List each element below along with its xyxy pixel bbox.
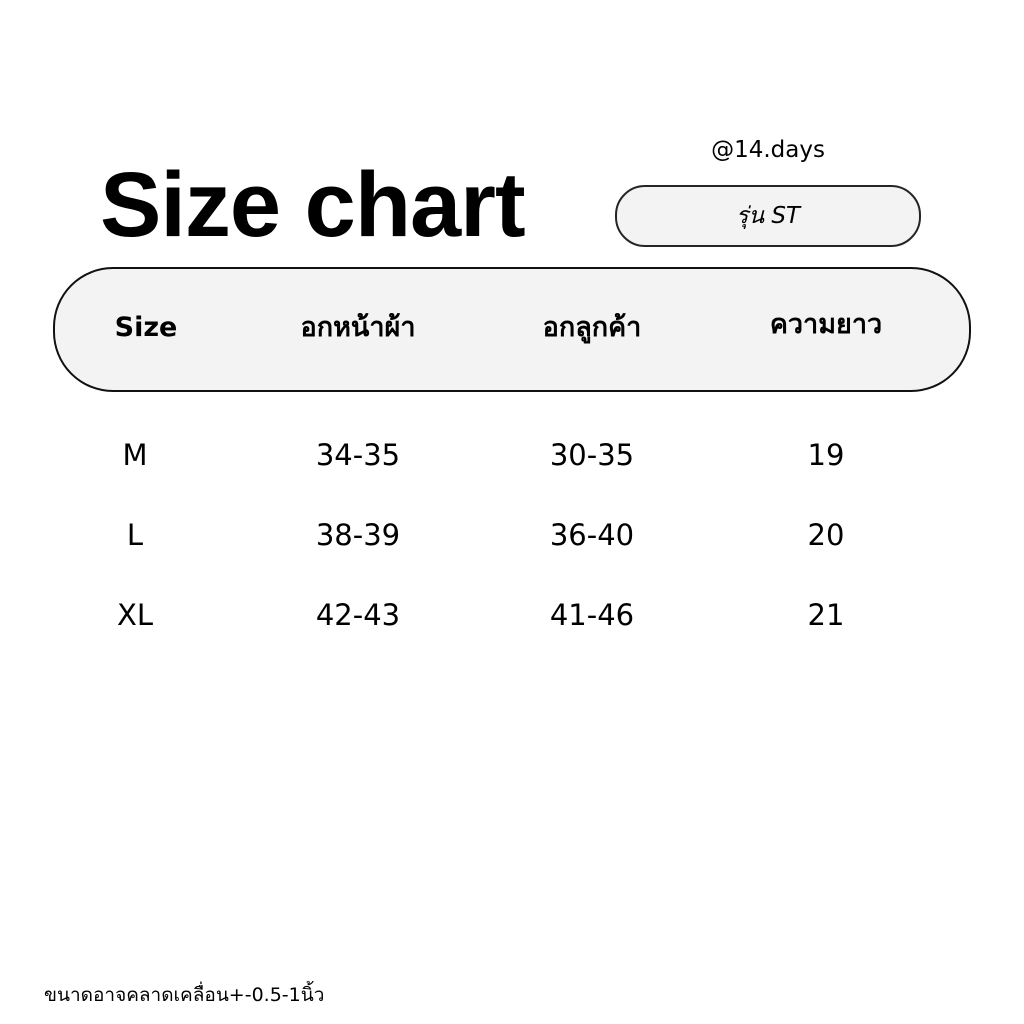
size-cell: M: [122, 438, 148, 472]
length-cell: 20: [807, 518, 845, 552]
chest-fabric-cell: 42-43: [315, 598, 401, 632]
chest-fabric-cell: 38-39: [315, 518, 401, 552]
model-label: รุ่น ST: [735, 203, 801, 229]
chest-fabric-cell: 34-35: [315, 438, 401, 472]
header-chest-customer: อกลูกค้า: [542, 312, 642, 343]
length-cell: 19: [807, 438, 845, 472]
header-chest-fabric: อกหน้าผ้า: [300, 312, 416, 343]
chest-customer-cell: 36-40: [549, 518, 635, 552]
chest-customer-cell: 30-35: [549, 438, 635, 472]
header-length: ความยาว: [769, 309, 883, 340]
table-header-bar: [53, 267, 971, 392]
header-size: Size: [114, 312, 178, 343]
size-cell: XL: [116, 598, 154, 632]
tolerance-note: ขนาดอาจคลาดเคลื่อน+-0.5-1นิ้ว: [44, 984, 325, 1006]
page-title: Size chart: [100, 154, 526, 256]
chest-customer-cell: 41-46: [549, 598, 635, 632]
size-cell: L: [126, 518, 144, 552]
model-badge: รุ่น ST: [615, 185, 921, 247]
shop-handle: @14.days: [711, 137, 825, 163]
length-cell: 21: [807, 598, 845, 632]
